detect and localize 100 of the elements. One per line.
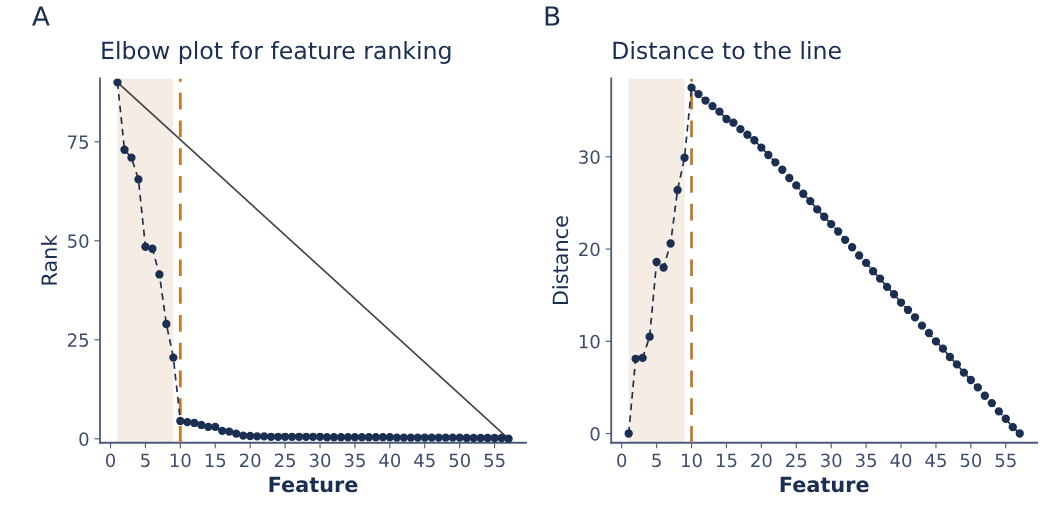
point [966,375,976,385]
point [315,432,325,441]
point [673,185,682,195]
point [987,398,996,408]
chart-title: Distance to the line [613,41,841,60]
x-tick-label: 5 [141,453,150,468]
point [420,433,429,442]
point [910,313,920,322]
point [896,298,906,307]
y-tick-label: 20 [579,242,600,257]
x-tick-label: 20 [240,453,261,468]
point [715,107,724,116]
x-tick-label: 35 [856,453,877,468]
x-tick-label: 30 [309,453,331,468]
y-tick-label: 50 [68,234,89,248]
point [994,407,1003,416]
point [252,432,262,441]
point [141,242,150,251]
point [504,434,513,443]
point [771,158,780,167]
point [820,212,829,221]
y-tick-label: 0 [79,432,89,446]
point [1001,414,1010,423]
point [680,153,689,162]
x-tick-label: 25 [786,453,807,468]
point [875,274,885,283]
x-tick-label: 50 [449,453,470,468]
x-tick-label: 35 [344,453,365,468]
point [645,332,654,341]
x-tick-label: 25 [274,453,296,468]
point [497,433,506,443]
point [169,353,178,362]
point [483,433,492,443]
point [273,432,283,441]
point [973,383,983,392]
point [392,433,401,442]
point [413,433,422,442]
point [232,429,241,438]
point [694,89,703,99]
point [687,83,696,92]
point [631,354,640,363]
point [952,360,962,369]
point [638,353,647,363]
point [336,433,346,442]
point [225,427,234,436]
point [441,433,450,442]
point [903,305,913,315]
point [792,181,801,190]
point [148,244,157,253]
point [350,433,360,442]
point [399,433,408,442]
point [266,432,276,441]
point [889,290,899,299]
point [155,270,164,279]
point [120,145,129,154]
x-tick-label: 45 [925,453,946,468]
text: A [32,6,50,26]
point [750,136,759,145]
point [652,257,661,267]
point [861,258,871,268]
point [385,433,395,442]
point [211,422,220,432]
x-tick-label: 15 [716,453,737,468]
point [190,418,199,428]
text: B [545,6,560,26]
point [294,432,304,441]
point [854,251,864,260]
x-tick-label: 15 [205,453,226,468]
point [162,319,171,329]
point [434,433,443,442]
x-tick-label: 40 [890,453,912,468]
point [938,344,948,353]
point [924,328,934,338]
chart-title: Elbow plot for feature ranking [102,41,451,64]
point [834,227,843,236]
point [868,267,878,276]
point [1015,429,1024,438]
point [406,433,415,442]
point [329,433,339,442]
point [701,96,710,105]
y-tick-label: 0 [590,426,600,441]
y-tick-label: 10 [579,334,600,349]
point [743,130,752,139]
point [806,196,815,206]
point [308,432,318,441]
point [882,282,892,292]
point [736,124,745,134]
point [301,432,311,441]
y-tick-label: 25 [67,333,89,347]
point [378,433,388,442]
point [778,165,787,174]
point [113,78,122,87]
x-tick-label: 10 [170,453,191,468]
point [799,189,808,198]
point [218,426,227,436]
point [659,263,668,272]
point [197,420,206,430]
point [666,239,675,248]
x-axis-title: Feature [780,476,869,493]
point [624,429,633,438]
